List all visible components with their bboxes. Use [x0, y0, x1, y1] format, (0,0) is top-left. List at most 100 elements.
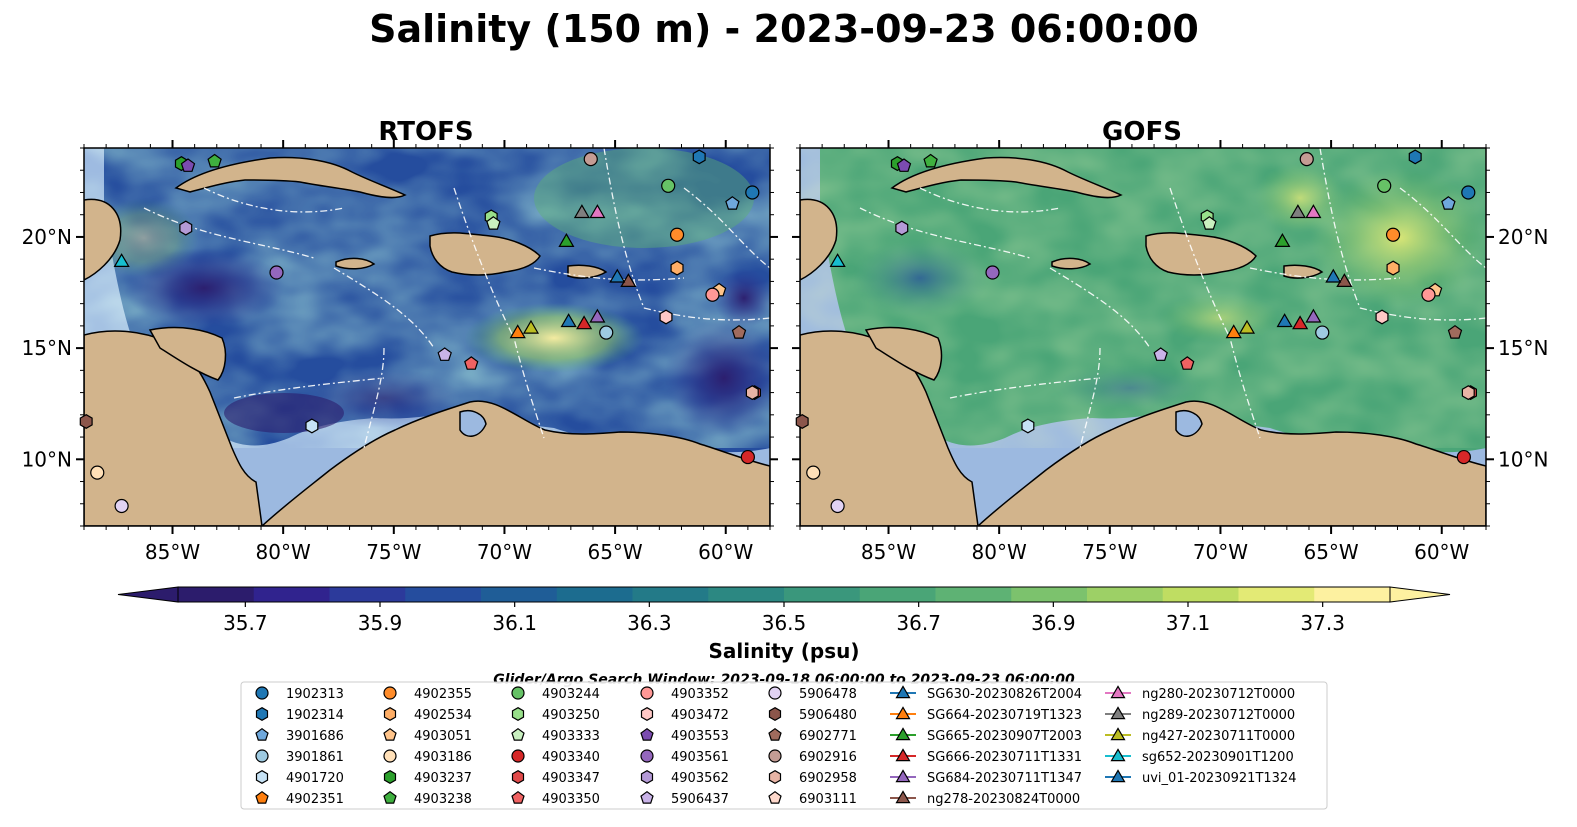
observation-marker	[1305, 308, 1322, 323]
observation-marker	[1441, 196, 1456, 210]
colorbar-tick-label: 36.7	[896, 611, 941, 635]
observation-marker	[1456, 449, 1471, 465]
legend-entry: 4903340	[511, 749, 600, 765]
observation-marker	[745, 385, 759, 401]
observation-marker	[1461, 185, 1476, 200]
colorbar-segment	[708, 587, 785, 602]
x-tick-label: 85°W	[145, 540, 200, 564]
legend-marker	[511, 727, 525, 741]
x-tick-label: 70°W	[477, 540, 532, 564]
legend-entry: SG684-20230711T1347	[890, 769, 1082, 786]
legend-entry: 4903051	[383, 727, 472, 744]
observation-marker	[1274, 232, 1291, 247]
observation-marker	[1461, 385, 1475, 401]
colorbar-segment	[329, 587, 406, 602]
legend-marker	[255, 749, 269, 763]
observation-marker	[509, 324, 526, 339]
observation-marker	[896, 158, 912, 172]
legend-marker	[768, 707, 782, 721]
legend-entry: 6903111	[768, 790, 857, 807]
legend-label: 6902916	[799, 750, 857, 765]
figure-title: Salinity (150 m) - 2023-09-23 06:00:00	[369, 7, 1199, 51]
legend-label: uvi_01-20230921T1324	[1142, 771, 1296, 786]
observation-marker	[1021, 418, 1035, 434]
legend-entry: ng280-20230712T0000	[1105, 685, 1295, 702]
legend-label: 3901686	[286, 729, 344, 744]
observation-marker	[1238, 319, 1256, 334]
legend-marker	[255, 770, 269, 784]
legend-label: 1902313	[286, 687, 344, 702]
observation-marker	[1408, 149, 1422, 165]
legend-label: 4903347	[542, 771, 600, 786]
legend-label: 6902771	[799, 729, 857, 744]
observation-marker	[558, 232, 575, 247]
legend-label: SG666-20230711T1331	[927, 750, 1082, 765]
observation-marker	[705, 287, 720, 302]
observation-marker	[486, 216, 501, 230]
observation-markers-gofs	[795, 149, 1478, 514]
x-tick-label: 70°W	[1193, 540, 1248, 564]
y-tick-label: 10°N	[22, 447, 72, 471]
map-frame-gofs	[799, 147, 1487, 527]
observation-marker	[669, 227, 685, 242]
axis-ticks-rtofs: 85°W 80°W 75°W 70°W 65°W 60°W 20°N 15°N 10°N	[22, 140, 778, 564]
legend-marker	[511, 686, 525, 700]
observation-marker	[1292, 315, 1309, 330]
colorbar-segment	[1087, 587, 1164, 602]
legend-marker	[1110, 748, 1126, 762]
observation-marker	[1325, 268, 1342, 283]
legend-label: 4901720	[286, 771, 344, 786]
legend-label: 6903111	[799, 792, 857, 807]
legend-label: 4903553	[671, 729, 729, 744]
legend: 1902313 1902314 3901686 3901861 4901720 49023…	[255, 685, 1296, 807]
legend-entry: 4903186	[383, 749, 472, 765]
legend-label: 4903238	[414, 792, 472, 807]
legend-entry: SG630-20230826T2004	[890, 685, 1082, 702]
y-tick-label: 15°N	[1498, 336, 1548, 360]
legend-entry: 4903347	[511, 770, 600, 786]
legend-entry: ng427-20230711T0000	[1105, 727, 1295, 744]
legend-marker	[511, 749, 525, 763]
legend-marker	[255, 686, 269, 700]
observation-marker	[589, 204, 606, 219]
legend-label: 6902958	[799, 771, 857, 786]
colorbar-tick-label: 36.5	[762, 611, 807, 635]
observation-marker	[599, 325, 614, 340]
colorbar-tick-label: 36.3	[627, 611, 672, 635]
observation-marker	[1180, 356, 1195, 370]
panel-title-rtofs: RTOFS	[378, 117, 473, 147]
colorbar-tick-label: 35.9	[358, 611, 403, 635]
legend-label: 4903352	[671, 687, 729, 702]
observation-marker	[740, 449, 755, 465]
legend-marker	[895, 685, 911, 699]
legend-label: SG684-20230711T1347	[927, 771, 1082, 786]
legend-label: 4903051	[414, 729, 472, 744]
colorbar-segment	[556, 587, 633, 602]
colorbar-segment	[632, 587, 709, 602]
legend-marker	[383, 770, 397, 784]
legend-label: 4903562	[671, 771, 729, 786]
legend-entry: 4903238	[383, 790, 472, 807]
legend-marker	[895, 790, 911, 804]
legend-entry: ng278-20230824T0000	[890, 790, 1080, 807]
legend-entry: 4903237	[383, 770, 472, 786]
colorbar-segment	[253, 587, 330, 602]
legend-entry: SG666-20230711T1331	[890, 748, 1082, 765]
legend-entry: 4903333	[511, 727, 600, 744]
y-tick-label: 20°N	[1498, 225, 1548, 249]
legend-marker	[640, 686, 654, 700]
colorbar-segment	[1162, 587, 1239, 602]
legend-marker	[383, 790, 397, 804]
legend-entry: 5906437	[640, 790, 729, 807]
legend-entry: 5906480	[768, 707, 857, 723]
observation-marker	[1202, 216, 1217, 230]
observation-marker	[745, 185, 760, 200]
observation-marker	[1225, 324, 1242, 339]
colorbar-tick-label: 37.3	[1300, 611, 1345, 635]
colorbar-extend-min	[117, 586, 179, 603]
legend-marker	[383, 727, 397, 741]
legend-entry: 3901686	[255, 727, 344, 744]
legend-entry: SG664-20230719T1323	[890, 706, 1082, 723]
x-tick-label: 65°W	[587, 540, 642, 564]
legend-entry: 6902916	[768, 749, 857, 765]
